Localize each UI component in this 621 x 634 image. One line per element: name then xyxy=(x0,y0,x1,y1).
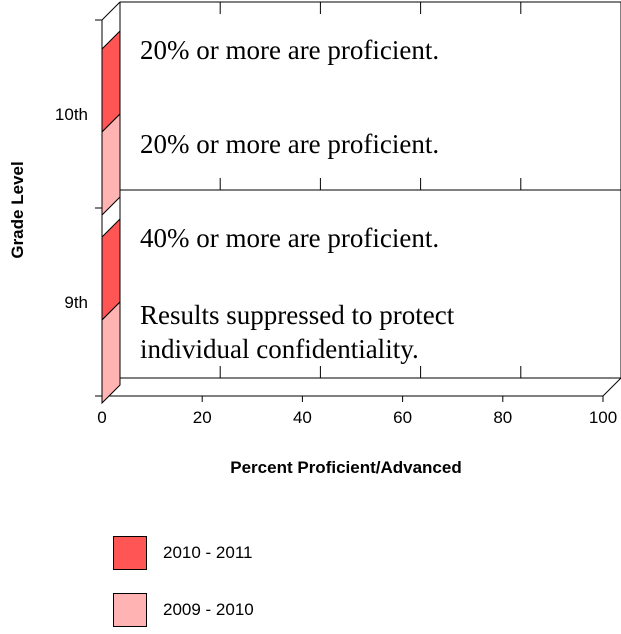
y-tick-label: 9th xyxy=(64,293,88,312)
x-tick-label: 60 xyxy=(393,408,412,427)
chart: 0 20 40 60 80 100 10th 9th 20% or more are prof… xyxy=(8,1,621,477)
legend-label: 2010 - 2011 xyxy=(163,543,253,562)
side-wall-top-edge xyxy=(101,1,121,21)
bar-annotation: 40% or more are proficient. xyxy=(140,223,439,253)
legend-label: 2009 - 2010 xyxy=(163,600,254,619)
chart-bars xyxy=(101,29,121,405)
chart-annotations: 20% or more are proficient. 20% or more a… xyxy=(140,35,455,364)
bar xyxy=(101,300,121,405)
bar-annotation: 20% or more are proficient. xyxy=(140,35,439,65)
bar xyxy=(101,112,121,217)
bar-annotation: 20% or more are proficient. xyxy=(140,129,439,159)
legend-item-2009-2010: 2009 - 2010 xyxy=(113,593,254,627)
x-tick-label: 80 xyxy=(493,408,512,427)
bar-annotation: individual confidentiality. xyxy=(140,334,419,364)
bar-annotation: Results suppressed to protect xyxy=(140,300,455,330)
y-axis-title: Grade Level xyxy=(8,161,27,258)
floor-right-edge xyxy=(602,377,621,397)
chart-ticks: 0 20 40 60 80 100 10th 9th xyxy=(55,105,617,427)
x-tick-label: 20 xyxy=(193,408,212,427)
x-tick-label: 0 xyxy=(97,408,106,427)
legend-swatch xyxy=(113,593,147,627)
x-axis-title: Percent Proficient/Advanced xyxy=(230,458,461,477)
legend-item-2010-2011: 2010 - 2011 xyxy=(113,536,252,570)
x-tick-label: 40 xyxy=(293,408,312,427)
legend-swatch xyxy=(113,536,147,570)
y-tick-label: 10th xyxy=(55,105,88,124)
x-tick-label: 100 xyxy=(589,408,617,427)
